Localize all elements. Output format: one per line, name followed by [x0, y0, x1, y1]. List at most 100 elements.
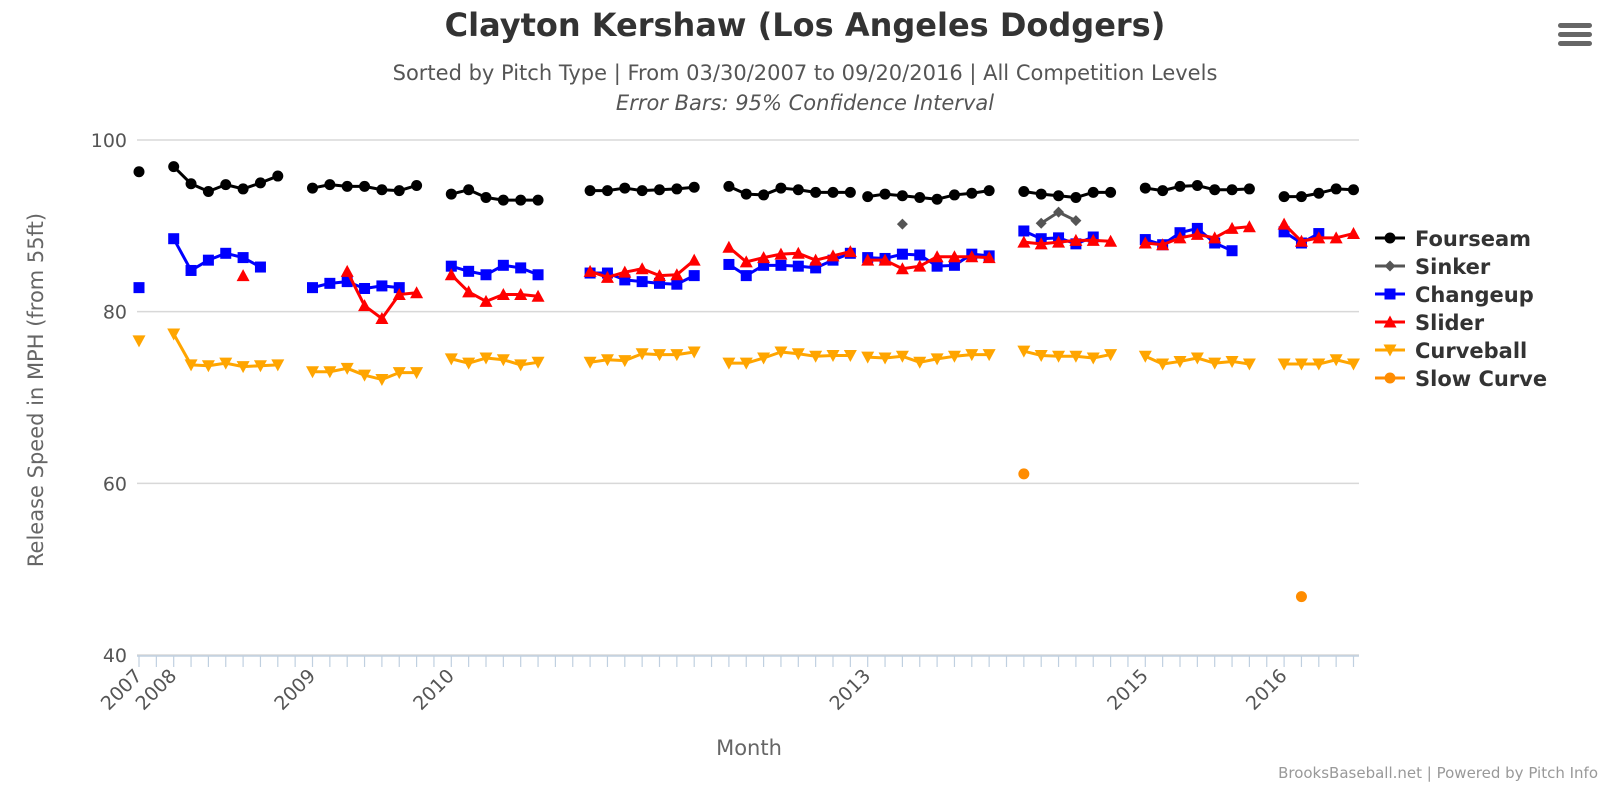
data-point-changeup[interactable] — [185, 264, 197, 276]
data-point-slider[interactable] — [1086, 233, 1100, 246]
data-point-fourseam[interactable] — [480, 192, 492, 204]
data-point-sinker[interactable] — [896, 218, 908, 230]
data-point-fourseam[interactable] — [254, 177, 266, 189]
data-point-curveball[interactable] — [462, 357, 476, 370]
data-point-fourseam[interactable] — [532, 194, 544, 206]
data-point-curveball[interactable] — [982, 349, 996, 362]
data-point-fourseam[interactable] — [393, 185, 405, 197]
data-point-changeup[interactable] — [359, 282, 371, 294]
data-point-curveball[interactable] — [1277, 358, 1291, 371]
data-point-curveball[interactable] — [1208, 357, 1222, 370]
data-point-changeup[interactable] — [810, 262, 822, 274]
data-point-curveball[interactable] — [895, 350, 909, 363]
data-point-slider[interactable] — [982, 251, 996, 264]
data-point-curveball[interactable] — [1347, 358, 1360, 371]
data-point-sinker[interactable] — [1053, 206, 1065, 218]
data-point-curveball[interactable] — [167, 328, 181, 341]
data-point-curveball[interactable] — [444, 353, 458, 366]
data-point-fourseam[interactable] — [220, 179, 232, 191]
data-point-fourseam[interactable] — [827, 186, 839, 198]
data-point-changeup[interactable] — [202, 254, 214, 266]
data-point-slider[interactable] — [757, 251, 771, 264]
data-point-curveball[interactable] — [375, 373, 389, 386]
data-point-curveball[interactable] — [1069, 350, 1083, 363]
data-point-curveball[interactable] — [1312, 358, 1326, 371]
data-point-curveball[interactable] — [392, 367, 406, 380]
data-point-curveball[interactable] — [930, 353, 944, 366]
data-point-fourseam[interactable] — [237, 183, 249, 195]
data-point-slider[interactable] — [479, 294, 493, 307]
data-point-slider[interactable] — [1017, 235, 1031, 248]
data-point-slider[interactable] — [618, 265, 632, 278]
data-point-changeup[interactable] — [515, 262, 527, 274]
data-point-slider[interactable] — [930, 250, 944, 263]
data-point-slider[interactable] — [392, 288, 406, 300]
data-point-changeup[interactable] — [671, 278, 683, 290]
data-point-slider[interactable] — [1069, 233, 1083, 246]
data-point-curveball[interactable] — [843, 349, 857, 362]
data-point-curveball[interactable] — [1086, 352, 1100, 365]
data-point-changeup[interactable] — [792, 260, 804, 272]
data-point-slider[interactable] — [1034, 237, 1048, 250]
data-point-curveball[interactable] — [1034, 349, 1048, 362]
data-point-fourseam[interactable] — [497, 194, 509, 206]
data-point-slider[interactable] — [861, 253, 875, 266]
data-point-curveball[interactable] — [496, 354, 510, 367]
data-point-fourseam[interactable] — [341, 180, 353, 192]
data-point-slider[interactable] — [1173, 231, 1187, 244]
legend-marker-changeup[interactable] — [1384, 288, 1396, 300]
data-point-curveball[interactable] — [1225, 355, 1239, 368]
data-point-slider[interactable] — [583, 264, 597, 277]
data-point-changeup[interactable] — [775, 259, 787, 271]
data-point-changeup[interactable] — [324, 277, 336, 289]
data-point-fourseam[interactable] — [1313, 187, 1325, 199]
data-point-changeup[interactable] — [688, 270, 700, 282]
data-point-slider[interactable] — [791, 246, 805, 259]
data-point-curveball[interactable] — [184, 359, 198, 372]
data-point-slider[interactable] — [1208, 231, 1222, 244]
data-point-fourseam[interactable] — [359, 180, 371, 192]
data-point-slider[interactable] — [1312, 231, 1326, 244]
data-point-curveball[interactable] — [271, 359, 285, 372]
credits-text[interactable]: BrooksBaseball.net | Powered by Pitch In… — [1278, 764, 1598, 782]
data-point-fourseam[interactable] — [1105, 186, 1117, 198]
data-point-slider[interactable] — [1052, 235, 1066, 248]
data-point-slider[interactable] — [895, 262, 909, 275]
data-point-slider[interactable] — [410, 286, 424, 299]
legend-marker-sinker[interactable] — [1384, 260, 1396, 272]
data-point-slider[interactable] — [670, 268, 684, 281]
data-point-changeup[interactable] — [1226, 245, 1238, 257]
data-point-fourseam[interactable] — [1348, 184, 1359, 196]
data-point-changeup[interactable] — [341, 276, 353, 288]
data-point-fourseam[interactable] — [1070, 192, 1082, 204]
data-point-curveball[interactable] — [306, 366, 319, 379]
data-point-slider[interactable] — [1294, 234, 1308, 247]
data-point-fourseam[interactable] — [411, 179, 423, 191]
data-point-changeup[interactable] — [254, 261, 266, 273]
data-point-curveball[interactable] — [1104, 349, 1118, 362]
data-point-fourseam[interactable] — [740, 188, 752, 200]
data-point-curveball[interactable] — [618, 355, 632, 368]
data-point-fourseam[interactable] — [202, 186, 214, 197]
data-point-fourseam[interactable] — [914, 192, 926, 204]
data-point-slider[interactable] — [774, 247, 788, 260]
data-point-curveball[interactable] — [600, 354, 614, 367]
data-point-curveball[interactable] — [1294, 358, 1308, 371]
data-point-fourseam[interactable] — [601, 185, 613, 197]
data-point-fourseam[interactable] — [584, 185, 596, 197]
data-point-curveball[interactable] — [1052, 350, 1066, 363]
legend-marker-slow-curve[interactable] — [1384, 372, 1396, 384]
data-point-curveball[interactable] — [809, 350, 823, 363]
data-point-slider[interactable] — [809, 253, 823, 266]
legend-marker-curveball[interactable] — [1383, 344, 1397, 357]
data-point-sinker[interactable] — [1070, 215, 1082, 227]
data-point-fourseam[interactable] — [810, 186, 822, 198]
data-point-fourseam[interactable] — [966, 187, 978, 199]
data-point-changeup[interactable] — [168, 233, 180, 245]
data-point-curveball[interactable] — [774, 346, 788, 359]
data-point-changeup[interactable] — [480, 269, 492, 281]
data-point-slider[interactable] — [514, 288, 528, 300]
data-point-curveball[interactable] — [340, 362, 354, 375]
data-point-fourseam[interactable] — [1330, 183, 1342, 195]
data-point-fourseam[interactable] — [654, 184, 665, 196]
